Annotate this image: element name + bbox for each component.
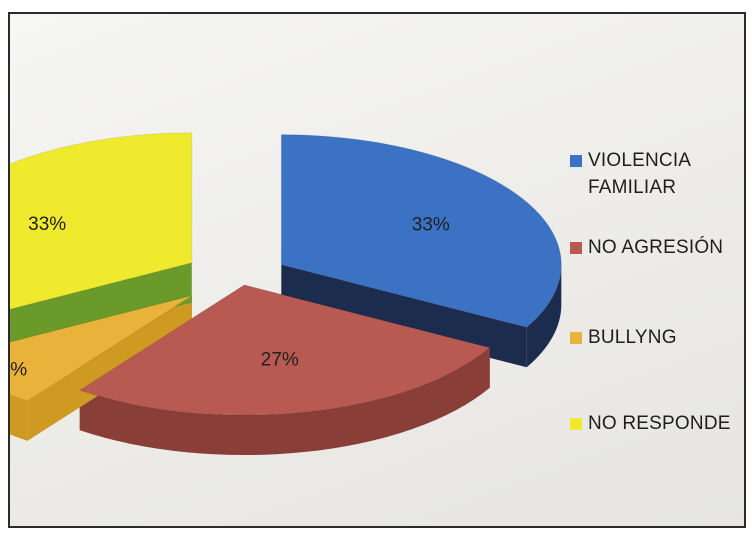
- slice-wall: [79, 347, 490, 456]
- data-label-no-responde: 33%: [28, 214, 66, 235]
- slice-bullyng: [10, 295, 193, 402]
- slice-no-agresion: [78, 284, 491, 416]
- chart-frame: 33% 27% 7% 33% VIOLENCIA FAMILIAR NO AGRESI…: [8, 12, 746, 528]
- data-label-violencia-familiar: 33%: [412, 215, 450, 236]
- legend-swatch: [570, 242, 582, 254]
- slice-no-responde: [10, 132, 193, 310]
- legend-swatch: [570, 332, 582, 344]
- legend-item-no-responde: NO RESPONDE: [570, 410, 731, 437]
- slice-cut-face: [10, 262, 192, 350]
- legend-item-violencia-familiar: VIOLENCIA FAMILIAR: [570, 147, 750, 201]
- pie-chart: 33% 27% 7% 33%: [10, 132, 562, 456]
- slice-side-no-responde: [10, 262, 192, 350]
- legend-label: NO RESPONDE: [588, 413, 731, 434]
- data-label-no-agresion: 27%: [261, 350, 299, 371]
- slice-wall: [10, 394, 28, 441]
- legend-item-bullyng: BULLYNG: [570, 324, 677, 351]
- legend-item-no-agresion: NO AGRESIÓN: [570, 234, 723, 261]
- legend-label: VIOLENCIA FAMILIAR: [588, 150, 691, 198]
- slice-tops: [10, 132, 562, 416]
- slice-violencia-familiar: [280, 134, 562, 328]
- legend-swatch: [570, 155, 582, 167]
- data-label-bullyng: 7%: [10, 360, 27, 381]
- slice-wall: [526, 264, 562, 368]
- legend-label: NO AGRESIÓN: [588, 237, 724, 258]
- data-labels: 33% 27% 7% 33%: [10, 214, 450, 381]
- legend-label: BULLYNG: [588, 327, 677, 348]
- legend-swatch: [570, 418, 582, 430]
